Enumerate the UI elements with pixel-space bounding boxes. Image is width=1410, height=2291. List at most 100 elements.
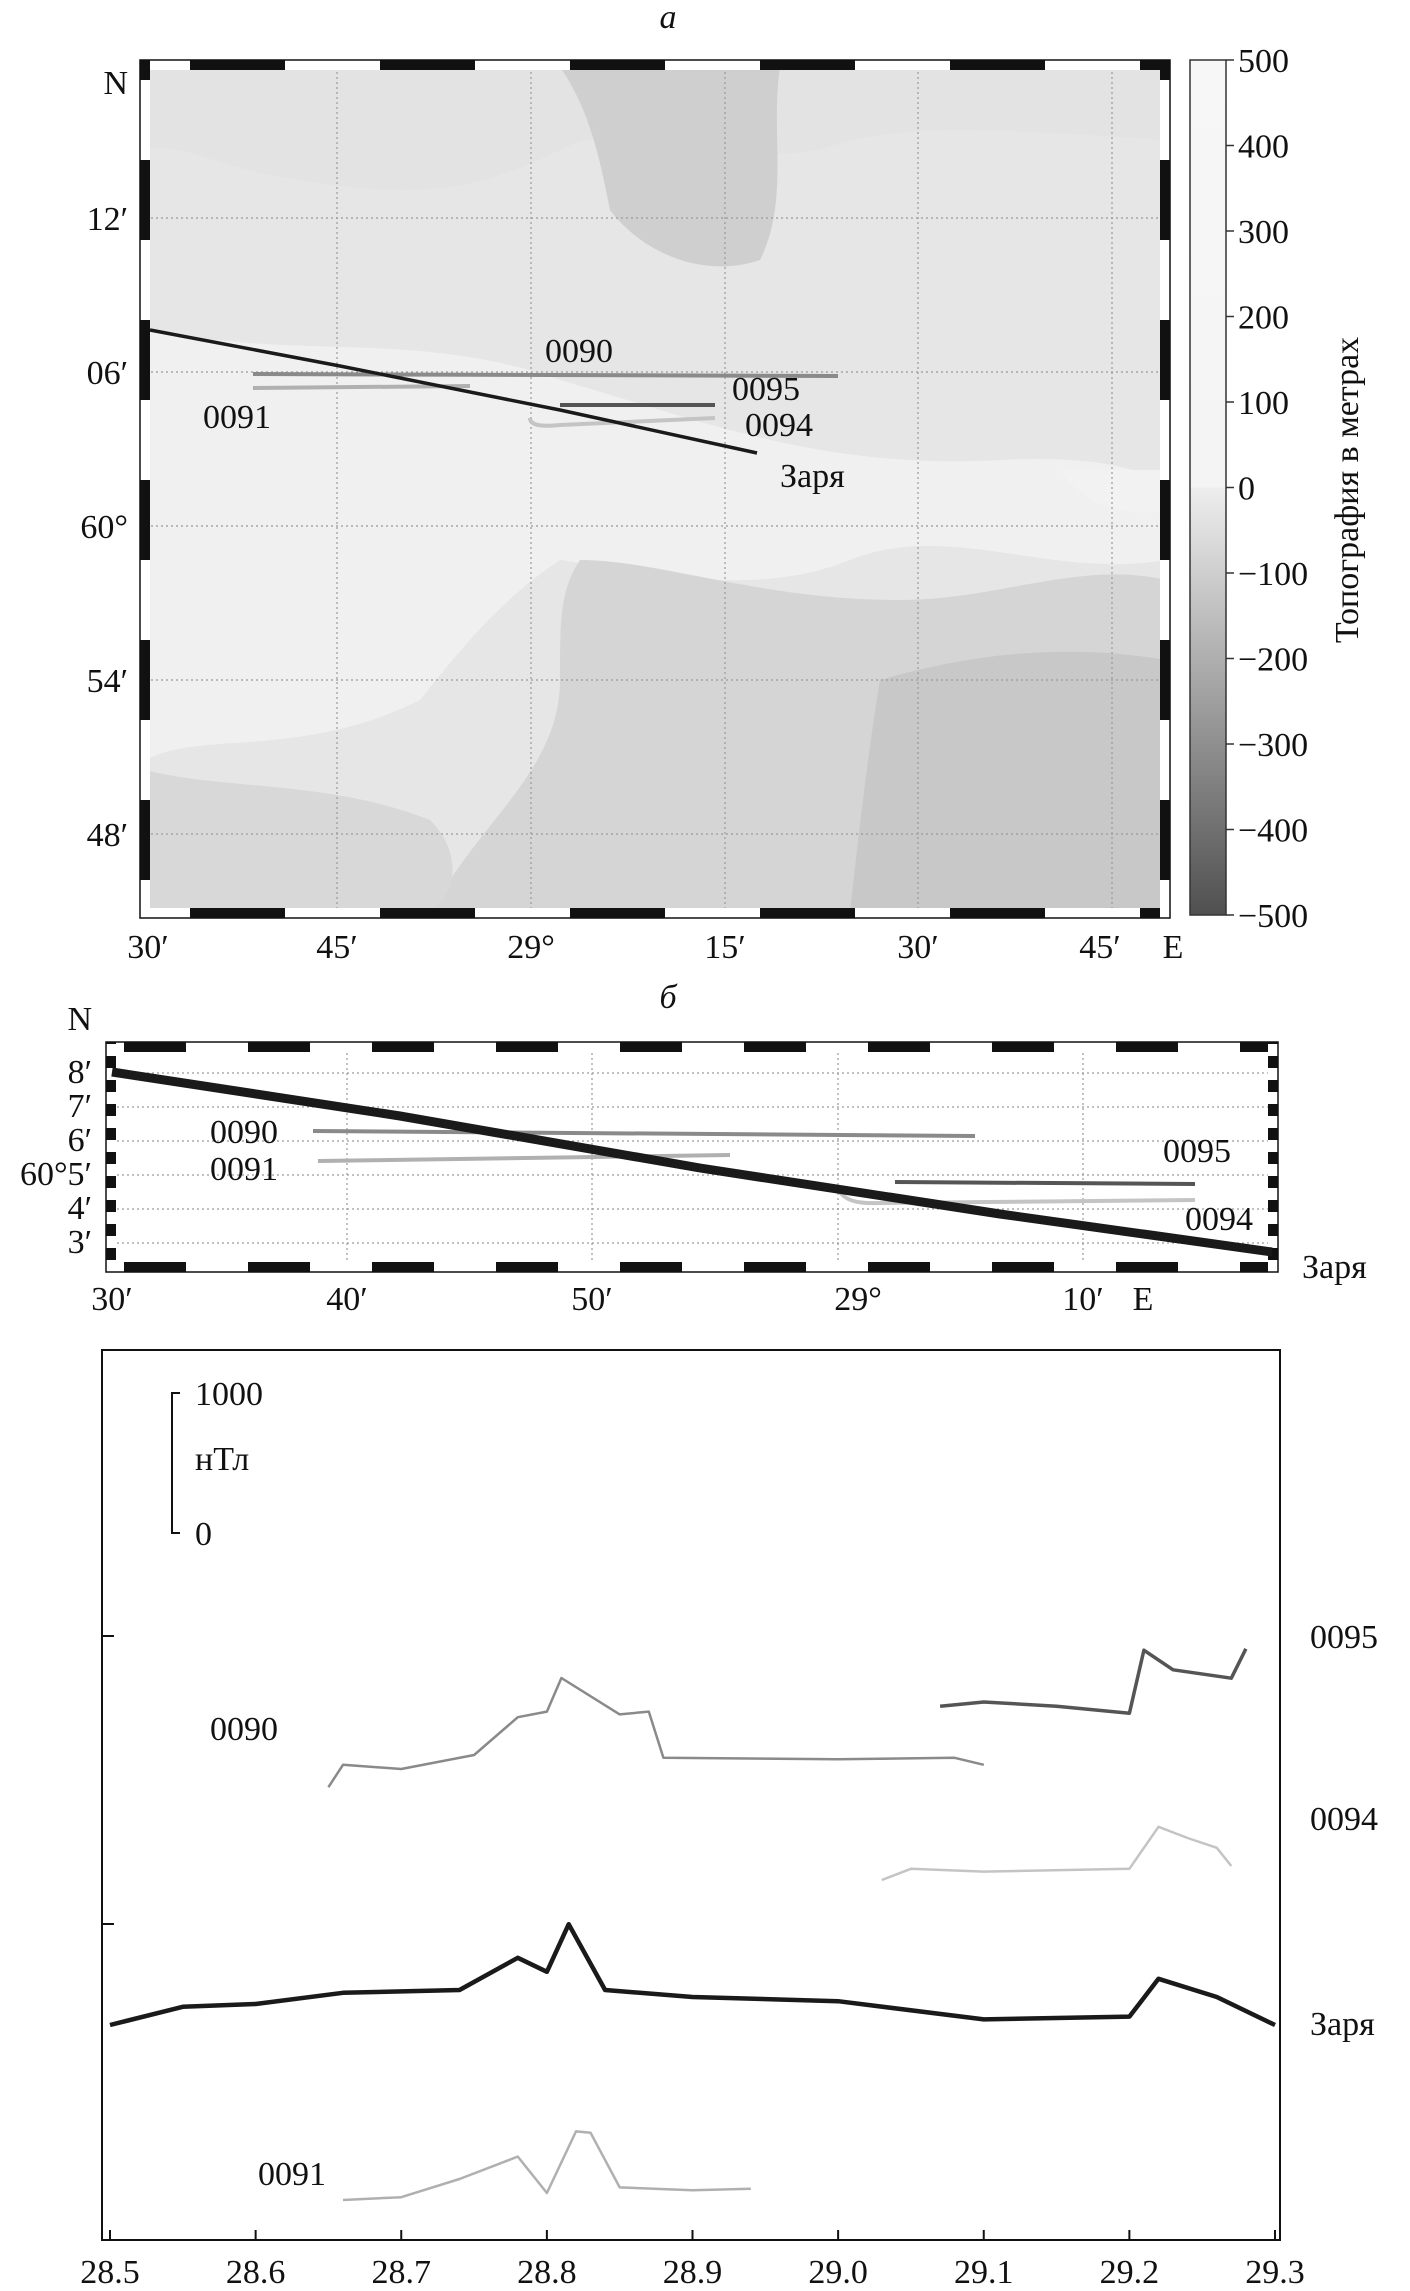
map-a-y-tick-60: 60° <box>80 509 128 546</box>
map-a-grid <box>146 67 1166 913</box>
map-b-y-tick-3: 3′ <box>68 1224 92 1261</box>
profile-line-zarya <box>109 1921 1276 2028</box>
track-label-0090-a: 0090 <box>545 333 613 370</box>
map-a-y-tick-12: 12′ <box>87 201 128 238</box>
track-label-0095-b: 0095 <box>1163 1133 1231 1170</box>
track-label-0091-b: 0091 <box>210 1151 278 1188</box>
colorbar-tick-label: 500 <box>1238 43 1289 80</box>
panel-a: а <box>80 0 1366 966</box>
track-label-0094-a: 0094 <box>745 407 813 444</box>
series-label-0090: 0090 <box>210 1711 278 1748</box>
track-zarya-a <box>149 328 758 455</box>
map-a-x-tick-1: 45′ <box>316 929 357 966</box>
map-b-x-tick-1: 40′ <box>326 1281 367 1318</box>
colorbar-tick-label: −100 <box>1238 556 1308 593</box>
profiles-x-tick-label: 29.0 <box>808 2254 868 2291</box>
profiles-x-tick-label: 28.6 <box>226 2254 286 2291</box>
track-0090-b <box>312 1129 976 1138</box>
track-zarya-b <box>111 1067 1273 1257</box>
track-label-zarya-b: Заря <box>1302 1249 1367 1286</box>
colorbar: 500 400 300 200 100 0 −100 −200 −300 −400 −500 Топ… <box>1189 43 1366 935</box>
colorbar-scale <box>1189 59 1227 916</box>
panel-b: б 0090 0091 <box>20 979 1367 1318</box>
colorbar-tick-label: 300 <box>1238 214 1289 251</box>
series-label-0095: 0095 <box>1310 1619 1378 1656</box>
panel-label-b: б <box>659 979 678 1016</box>
map-a-x-tick-east: E <box>1163 929 1184 966</box>
profiles-frame <box>101 1349 1281 2241</box>
profile-lines <box>109 1648 1276 2202</box>
map-b-y-tick-4: 4′ <box>68 1190 92 1227</box>
track-0094-a <box>528 416 716 428</box>
track-0090-a <box>252 372 839 378</box>
scale-bar-unit: нТл <box>195 1441 249 1478</box>
profiles-x-tick-label: 28.9 <box>663 2254 723 2291</box>
map-b-y-tick-8: 8′ <box>68 1054 92 1091</box>
colorbar-tick-label: 100 <box>1238 385 1289 422</box>
map-b-y-tick-5: 60°5′ <box>20 1156 92 1193</box>
map-a-x-tick-3: 15′ <box>704 929 745 966</box>
map-b-x-tick-3: 29° <box>834 1281 882 1318</box>
map-a-frame <box>139 59 1171 919</box>
colorbar-title: Топография в метрах <box>1329 337 1366 643</box>
map-a-x-tick-5: 45′ <box>1079 929 1120 966</box>
map-b-frame <box>105 1041 1279 1273</box>
track-label-0091-a: 0091 <box>203 399 271 436</box>
colorbar-tick-label: 0 <box>1238 471 1255 508</box>
map-a-topography <box>146 67 1166 913</box>
colorbar-tick-label: −500 <box>1238 898 1308 935</box>
series-label-0094: 0094 <box>1310 1801 1378 1838</box>
colorbar-tick-label: −200 <box>1238 642 1308 679</box>
colorbar-ticks: 500 400 300 200 100 0 −100 −200 −300 −400 −500 <box>1226 43 1308 935</box>
profiles-x-tick-label: 29.2 <box>1100 2254 1160 2291</box>
map-b-x-tick-4: 10′ <box>1062 1281 1103 1318</box>
map-b-x-ticks: 30′ 40′ 50′ 29° 10′ E <box>91 1281 1153 1318</box>
colorbar-tick-label: 400 <box>1238 129 1289 166</box>
series-label-0091: 0091 <box>258 2156 326 2193</box>
profile-line-0095 <box>939 1648 1248 1715</box>
map-b-y-tick-north: N <box>67 1001 92 1038</box>
map-b-tracks <box>111 1067 1273 1257</box>
profiles-x-tick-label: 29.1 <box>954 2254 1014 2291</box>
profiles-x-tick-label: 28.5 <box>80 2254 140 2291</box>
colorbar-tick-label: 200 <box>1238 300 1289 337</box>
map-b-x-tick-2: 50′ <box>571 1281 612 1318</box>
profiles-x-tick-label: 28.8 <box>517 2254 577 2291</box>
profiles-x-tick-label: 28.7 <box>372 2254 432 2291</box>
profiles-x-ticks: 28.5 28.6 28.7 28.8 28.9 29.0 29.1 29.2 29.3 <box>80 2230 1305 2291</box>
map-a-y-tick-48: 48′ <box>87 817 128 854</box>
map-a-x-tick-4: 30′ <box>897 929 938 966</box>
series-label-zarya: Заря <box>1310 2006 1375 2043</box>
map-a-x-tick-0: 30′ <box>127 929 168 966</box>
map-a-y-ticks: N 12′ 06′ 60° 54′ 48′ <box>80 65 128 854</box>
track-0095-b <box>894 1180 1196 1186</box>
map-b-y-tick-6: 6′ <box>68 1122 92 1159</box>
track-label-0095-a: 0095 <box>732 371 800 408</box>
map-b-x-tick-east: E <box>1133 1281 1154 1318</box>
map-a-y-tick-54: 54′ <box>87 663 128 700</box>
map-b-grid <box>112 1048 1272 1266</box>
scale-bar-bottom: 0 <box>195 1516 212 1553</box>
scale-bar-top: 1000 <box>195 1376 263 1413</box>
profiles-x-tick-label: 29.3 <box>1245 2254 1305 2291</box>
profile-line-0090 <box>327 1676 985 1788</box>
map-b-x-tick-0: 30′ <box>91 1281 132 1318</box>
profiles-panel: 1000 нТл 0 0090 0095 0094 Заря 0091 28.5… <box>80 1349 1378 2291</box>
scale-bar: 1000 нТл 0 <box>171 1376 263 1553</box>
profile-line-0091 <box>342 2130 751 2202</box>
map-b-y-tick-7: 7′ <box>68 1088 92 1125</box>
map-a-x-ticks: 30′ 45′ 29° 15′ 30′ 45′ E <box>127 929 1183 966</box>
colorbar-tick-label: −300 <box>1238 727 1308 764</box>
map-a-y-tick-north: N <box>103 65 128 102</box>
profile-line-0094 <box>881 1825 1233 1882</box>
map-a-tracks <box>149 328 839 455</box>
track-label-0094-b: 0094 <box>1185 1201 1253 1238</box>
map-a-x-tick-2: 29° <box>507 929 555 966</box>
panel-label-a: а <box>660 0 677 36</box>
colorbar-tick-label: −400 <box>1238 813 1308 850</box>
track-label-0090-b: 0090 <box>210 1114 278 1151</box>
track-0091-b <box>317 1153 731 1163</box>
map-b-y-ticks: N 8′ 7′ 6′ 60°5′ 4′ 3′ <box>20 1001 92 1261</box>
track-label-zarya-a: Заря <box>780 458 845 495</box>
